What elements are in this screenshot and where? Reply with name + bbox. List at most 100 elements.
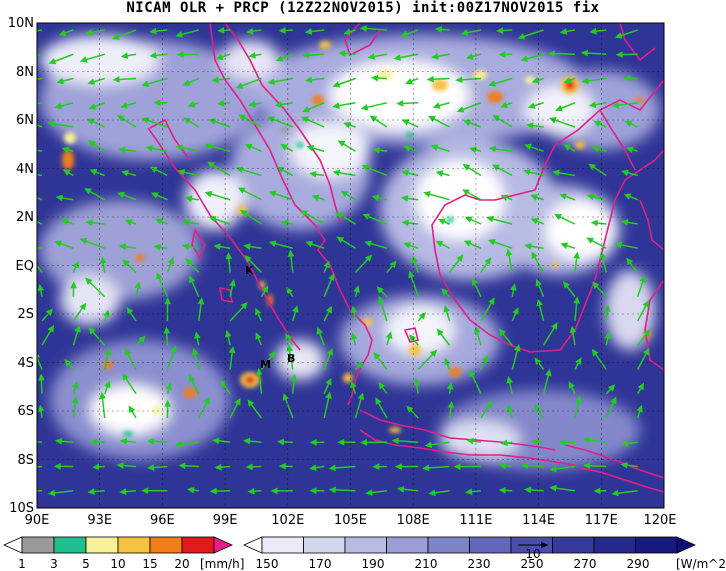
wind-arrow-head <box>343 28 352 35</box>
wind-arrow-head <box>220 380 228 388</box>
wind-arrow-head <box>488 80 496 87</box>
wind-arrow-head <box>526 122 534 130</box>
wind-arrow-head <box>84 188 92 195</box>
wind-arrow-head <box>621 169 629 177</box>
place-label-b: B <box>287 352 295 365</box>
wind-arrow-head <box>625 146 634 153</box>
wind-arrow-head <box>116 462 124 469</box>
wind-arrow-head <box>92 463 100 471</box>
wind-arrow-head <box>643 347 650 356</box>
olr-tick: 230 <box>468 557 491 571</box>
wind-arrow-head <box>28 489 33 493</box>
olr-tick: 170 <box>309 557 332 571</box>
wind-arrow-head <box>38 373 45 381</box>
wind-arrow-head <box>71 396 79 404</box>
olr-colorbar-swatch <box>593 536 636 554</box>
lat-label: 8N <box>16 65 34 80</box>
wind-arrow-head <box>325 305 333 314</box>
wind-arrow-head <box>117 191 125 199</box>
wind-arrow-head <box>430 144 439 151</box>
wind-arrow-head <box>393 54 401 61</box>
wind-arrow-head <box>300 210 308 217</box>
wind-arrow-head <box>611 489 619 497</box>
wind-arrow-head <box>364 254 373 262</box>
wind-arrow-head <box>118 243 127 251</box>
wind-arrow-head <box>360 103 369 111</box>
wind-arrow-head <box>122 259 130 267</box>
precip-colorbar-swatch <box>117 536 151 554</box>
wind-arrow <box>37 173 43 177</box>
lat-label: 2S <box>17 307 34 322</box>
wind-arrow-head <box>217 99 225 107</box>
olr-cb-over <box>676 536 696 554</box>
olr-colorbar: 150 170 190 210 230 250 270 290 [W/m^2] <box>243 536 726 571</box>
wind-arrow-head <box>604 331 612 340</box>
wind-arrow-head <box>229 279 236 287</box>
wind-arrow <box>37 196 43 201</box>
wind-arrow-head <box>99 391 106 400</box>
wind-arrow-head <box>325 377 332 386</box>
wind-arrow-head <box>615 51 623 59</box>
wind-arrow-head <box>175 31 183 38</box>
wind-arrow-head <box>403 242 412 249</box>
reference-vector-label: 10 <box>525 547 540 561</box>
wind-arrow-head <box>176 51 184 58</box>
wind-arrow-head <box>484 257 492 265</box>
wind-arrow-head <box>24 192 29 196</box>
olr-cloud-field <box>40 35 660 470</box>
precip-unit: [mm/h] <box>200 557 244 571</box>
wind-arrow-head <box>255 332 262 340</box>
wind-arrow-head <box>278 462 286 470</box>
precip-tick: 3 <box>50 557 58 571</box>
wind-arrow-head <box>367 53 375 60</box>
wind-arrow-head <box>431 52 439 60</box>
lon-label: 102E <box>271 513 304 528</box>
olr-tick: 210 <box>415 557 438 571</box>
wind-arrow-head <box>147 464 155 471</box>
wind-arrow-head <box>443 304 450 313</box>
wind-arrow-head <box>614 32 623 39</box>
wind-arrow-head <box>55 437 63 445</box>
wind-arrow-head <box>55 194 64 202</box>
wind-arrow-head <box>261 285 269 294</box>
wind-arrow-head <box>328 464 336 472</box>
wind-arrow-head <box>586 237 594 244</box>
wind-arrow-head <box>309 439 317 446</box>
wind-arrow-head <box>365 489 373 496</box>
wind-arrow-head <box>185 258 193 266</box>
wind-arrow-head <box>89 169 98 176</box>
wind-arrow-head <box>378 381 386 390</box>
wind-arrow-head <box>191 347 199 356</box>
wind-arrow-head <box>498 328 506 337</box>
wind-arrow-head <box>175 144 184 151</box>
wind-arrow-head <box>396 485 405 493</box>
wind-arrow-head <box>243 437 251 445</box>
wind-arrow-head <box>37 283 45 292</box>
lon-label: 120E <box>643 513 676 528</box>
precip-tick: 20 <box>174 557 189 571</box>
wind-vectors <box>24 25 650 497</box>
wind-arrow-head <box>167 256 175 265</box>
wind-arrow-head <box>88 140 96 147</box>
wind-arrow-head <box>124 348 131 356</box>
wind-arrow-head <box>488 239 496 246</box>
wind-arrow-head <box>428 489 436 497</box>
wind-arrow-head <box>328 486 336 494</box>
wind-arrow-head <box>437 218 446 225</box>
wind-arrow-head <box>551 322 558 330</box>
wind-arrow-head <box>523 168 531 176</box>
wind-arrow <box>37 77 43 80</box>
wind-arrow-head <box>623 193 632 200</box>
wind-arrow-head <box>255 307 262 316</box>
wind-arrow-head <box>156 272 163 280</box>
wind-arrow-head <box>304 28 313 35</box>
wind-arrow-head <box>560 242 569 249</box>
precip-colorbar-swatch <box>53 536 87 554</box>
wind-arrow-head <box>589 27 597 35</box>
wind-arrow-head <box>624 120 633 127</box>
wind-arrow-head <box>187 101 196 108</box>
wind-arrow-head <box>37 404 45 412</box>
wind-arrow-head <box>72 260 79 269</box>
wind-arrow-head <box>506 376 513 384</box>
wind-arrow <box>37 465 43 468</box>
